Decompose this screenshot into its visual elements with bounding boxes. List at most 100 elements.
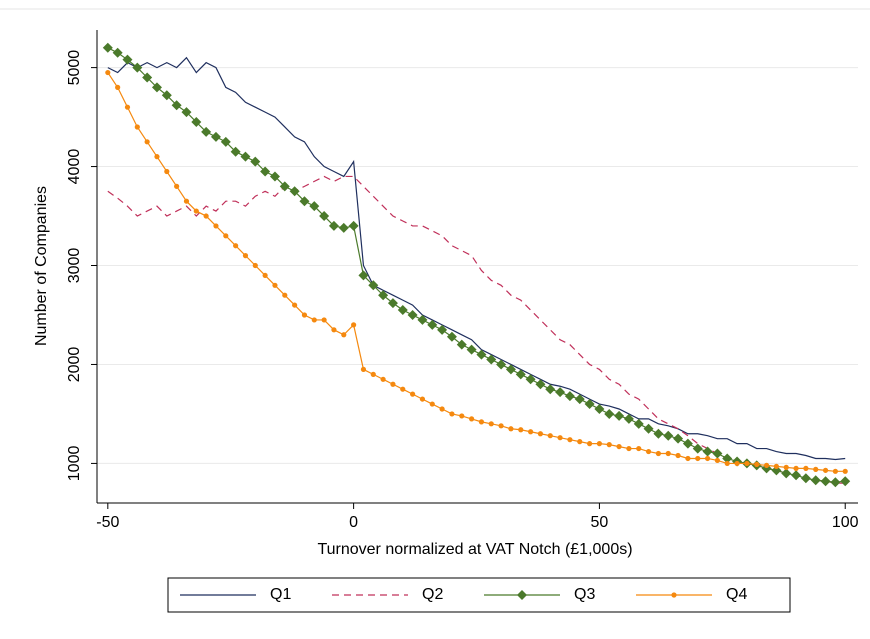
marker — [673, 433, 684, 444]
marker — [456, 339, 467, 350]
y-tick-label: 1000 — [66, 446, 83, 482]
marker — [368, 280, 379, 291]
marker — [518, 427, 524, 433]
marker — [744, 460, 750, 467]
marker — [714, 457, 721, 464]
marker — [124, 104, 131, 110]
marker — [488, 421, 494, 427]
marker — [183, 198, 190, 204]
marker — [783, 464, 789, 470]
marker — [469, 416, 475, 422]
marker — [370, 371, 376, 377]
marker — [252, 262, 258, 269]
marker — [604, 408, 615, 419]
marker — [623, 413, 634, 424]
marker — [547, 433, 553, 439]
marker — [242, 253, 249, 259]
marker — [154, 154, 160, 160]
marker — [410, 391, 416, 397]
marker — [260, 166, 271, 177]
marker — [665, 450, 671, 457]
marker — [508, 426, 514, 432]
marker — [220, 136, 231, 147]
marker — [574, 394, 585, 405]
marker — [309, 201, 320, 212]
marker — [417, 314, 428, 325]
marker — [134, 124, 140, 130]
marker — [112, 47, 123, 58]
marker — [564, 391, 575, 402]
x-axis-label: Turnover normalized at VAT Notch (£1,000… — [317, 541, 632, 558]
marker — [486, 354, 497, 365]
marker — [505, 364, 516, 375]
marker — [193, 208, 199, 214]
marker — [341, 332, 347, 338]
marker — [151, 82, 162, 93]
marker — [803, 465, 809, 471]
marker — [763, 462, 770, 468]
marker — [449, 411, 455, 417]
series-line — [107, 175, 846, 484]
legend-label: Q2 — [422, 586, 443, 603]
marker — [810, 475, 821, 486]
marker — [328, 220, 339, 231]
x-tick-label: -50 — [96, 514, 119, 531]
marker — [773, 463, 779, 469]
marker — [832, 468, 838, 474]
marker — [586, 441, 593, 447]
marker — [269, 171, 280, 182]
marker — [203, 213, 209, 219]
marker — [527, 429, 534, 435]
legend-label: Q3 — [574, 586, 595, 603]
marker — [537, 431, 544, 437]
y-axis-label: Number of Companies — [33, 186, 50, 346]
y-tick-label: 3000 — [66, 248, 83, 284]
marker — [102, 42, 113, 53]
marker — [171, 100, 182, 111]
marker — [596, 441, 603, 447]
marker — [476, 349, 487, 360]
marker — [272, 282, 278, 288]
marker — [813, 466, 819, 472]
series-line — [107, 72, 846, 472]
marker — [397, 305, 408, 316]
x-tick-label: 0 — [349, 514, 358, 531]
marker — [351, 322, 357, 328]
marker — [515, 369, 526, 380]
marker — [446, 331, 457, 342]
marker — [223, 233, 229, 239]
marker — [282, 292, 288, 298]
marker — [653, 428, 664, 439]
marker — [427, 319, 438, 330]
marker — [712, 448, 723, 459]
marker — [840, 476, 851, 487]
marker — [636, 445, 642, 452]
marker — [387, 298, 398, 309]
marker — [378, 290, 389, 301]
marker — [213, 223, 219, 229]
marker — [279, 181, 290, 192]
marker — [722, 453, 733, 464]
legend-label: Q1 — [270, 586, 291, 603]
marker — [771, 465, 782, 476]
marker — [311, 317, 317, 323]
marker — [437, 324, 448, 335]
marker — [439, 406, 445, 412]
marker — [525, 374, 536, 385]
marker — [754, 461, 760, 468]
marker — [299, 196, 310, 207]
marker — [321, 317, 327, 323]
marker — [842, 468, 848, 474]
marker — [616, 443, 622, 450]
marker — [250, 156, 261, 167]
marker — [704, 455, 711, 462]
marker — [459, 413, 465, 419]
marker — [390, 381, 396, 387]
marker — [614, 410, 625, 421]
marker — [498, 423, 504, 429]
marker — [800, 473, 811, 484]
marker — [174, 183, 180, 189]
marker — [682, 438, 693, 449]
